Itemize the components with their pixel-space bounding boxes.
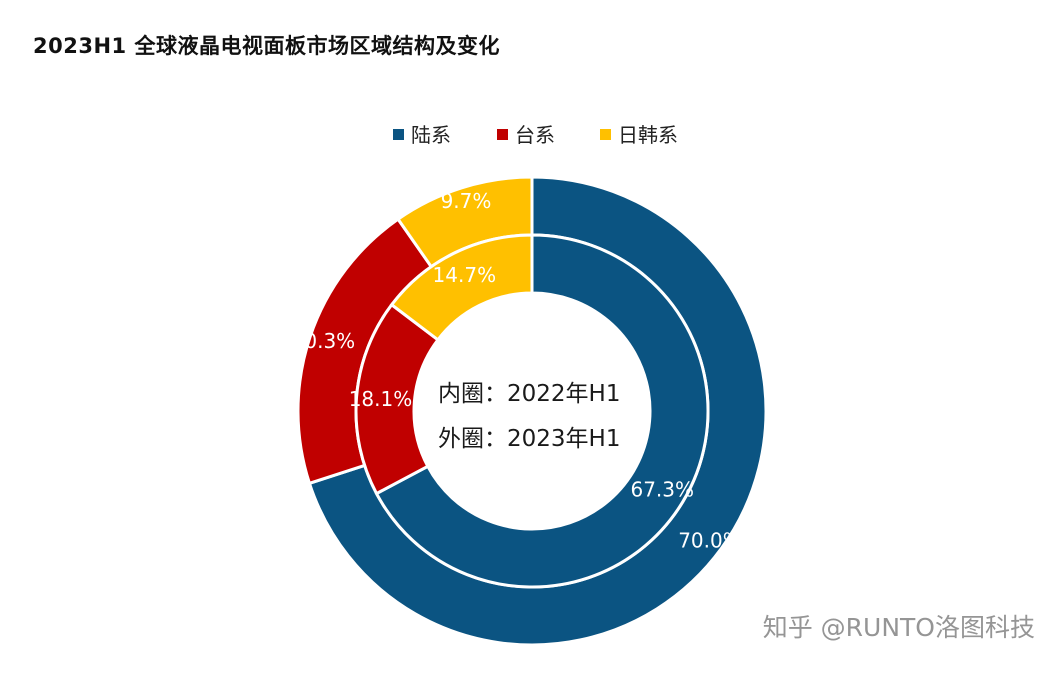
outer-ring bbox=[296, 175, 768, 647]
outer-ring-label-2: 9.7% bbox=[441, 189, 492, 213]
inner-ring-label-1: 18.1% bbox=[349, 387, 413, 411]
legend-label-0: 陆系 bbox=[411, 123, 451, 147]
legend-label-1: 台系 bbox=[515, 123, 555, 147]
watermark-text: 知乎 @RUNTO洛图科技 bbox=[762, 613, 1035, 642]
segment-labels: 67.3% 18.1% 14.7% 70.0% 20.3% 9.7% bbox=[292, 189, 742, 552]
legend-swatch-1 bbox=[497, 129, 508, 140]
inner-ring-label-0: 67.3% bbox=[630, 477, 694, 501]
legend-swatch-0 bbox=[393, 129, 404, 140]
inner-ring-label-2: 14.7% bbox=[433, 263, 497, 287]
legend-swatch-2 bbox=[600, 129, 611, 140]
center-text-line-0: 内圈：2022年H1 bbox=[438, 381, 620, 407]
outer-ring-label-1: 20.3% bbox=[292, 329, 356, 353]
center-text: 内圈：2022年H1 外圈：2023年H1 bbox=[438, 381, 620, 452]
inner-ring-segment-0 bbox=[374, 233, 710, 589]
inner-ring-segment-2 bbox=[389, 233, 534, 342]
chart-title: 2023H1 全球液晶电视面板市场区域结构及变化 bbox=[33, 34, 500, 58]
legend-label-2: 日韩系 bbox=[618, 123, 678, 147]
outer-ring-label-0: 70.0% bbox=[678, 528, 742, 552]
inner-ring bbox=[354, 233, 710, 589]
center-text-line-1: 外圈：2023年H1 bbox=[438, 426, 620, 452]
legend: 陆系 台系 日韩系 bbox=[393, 123, 678, 147]
